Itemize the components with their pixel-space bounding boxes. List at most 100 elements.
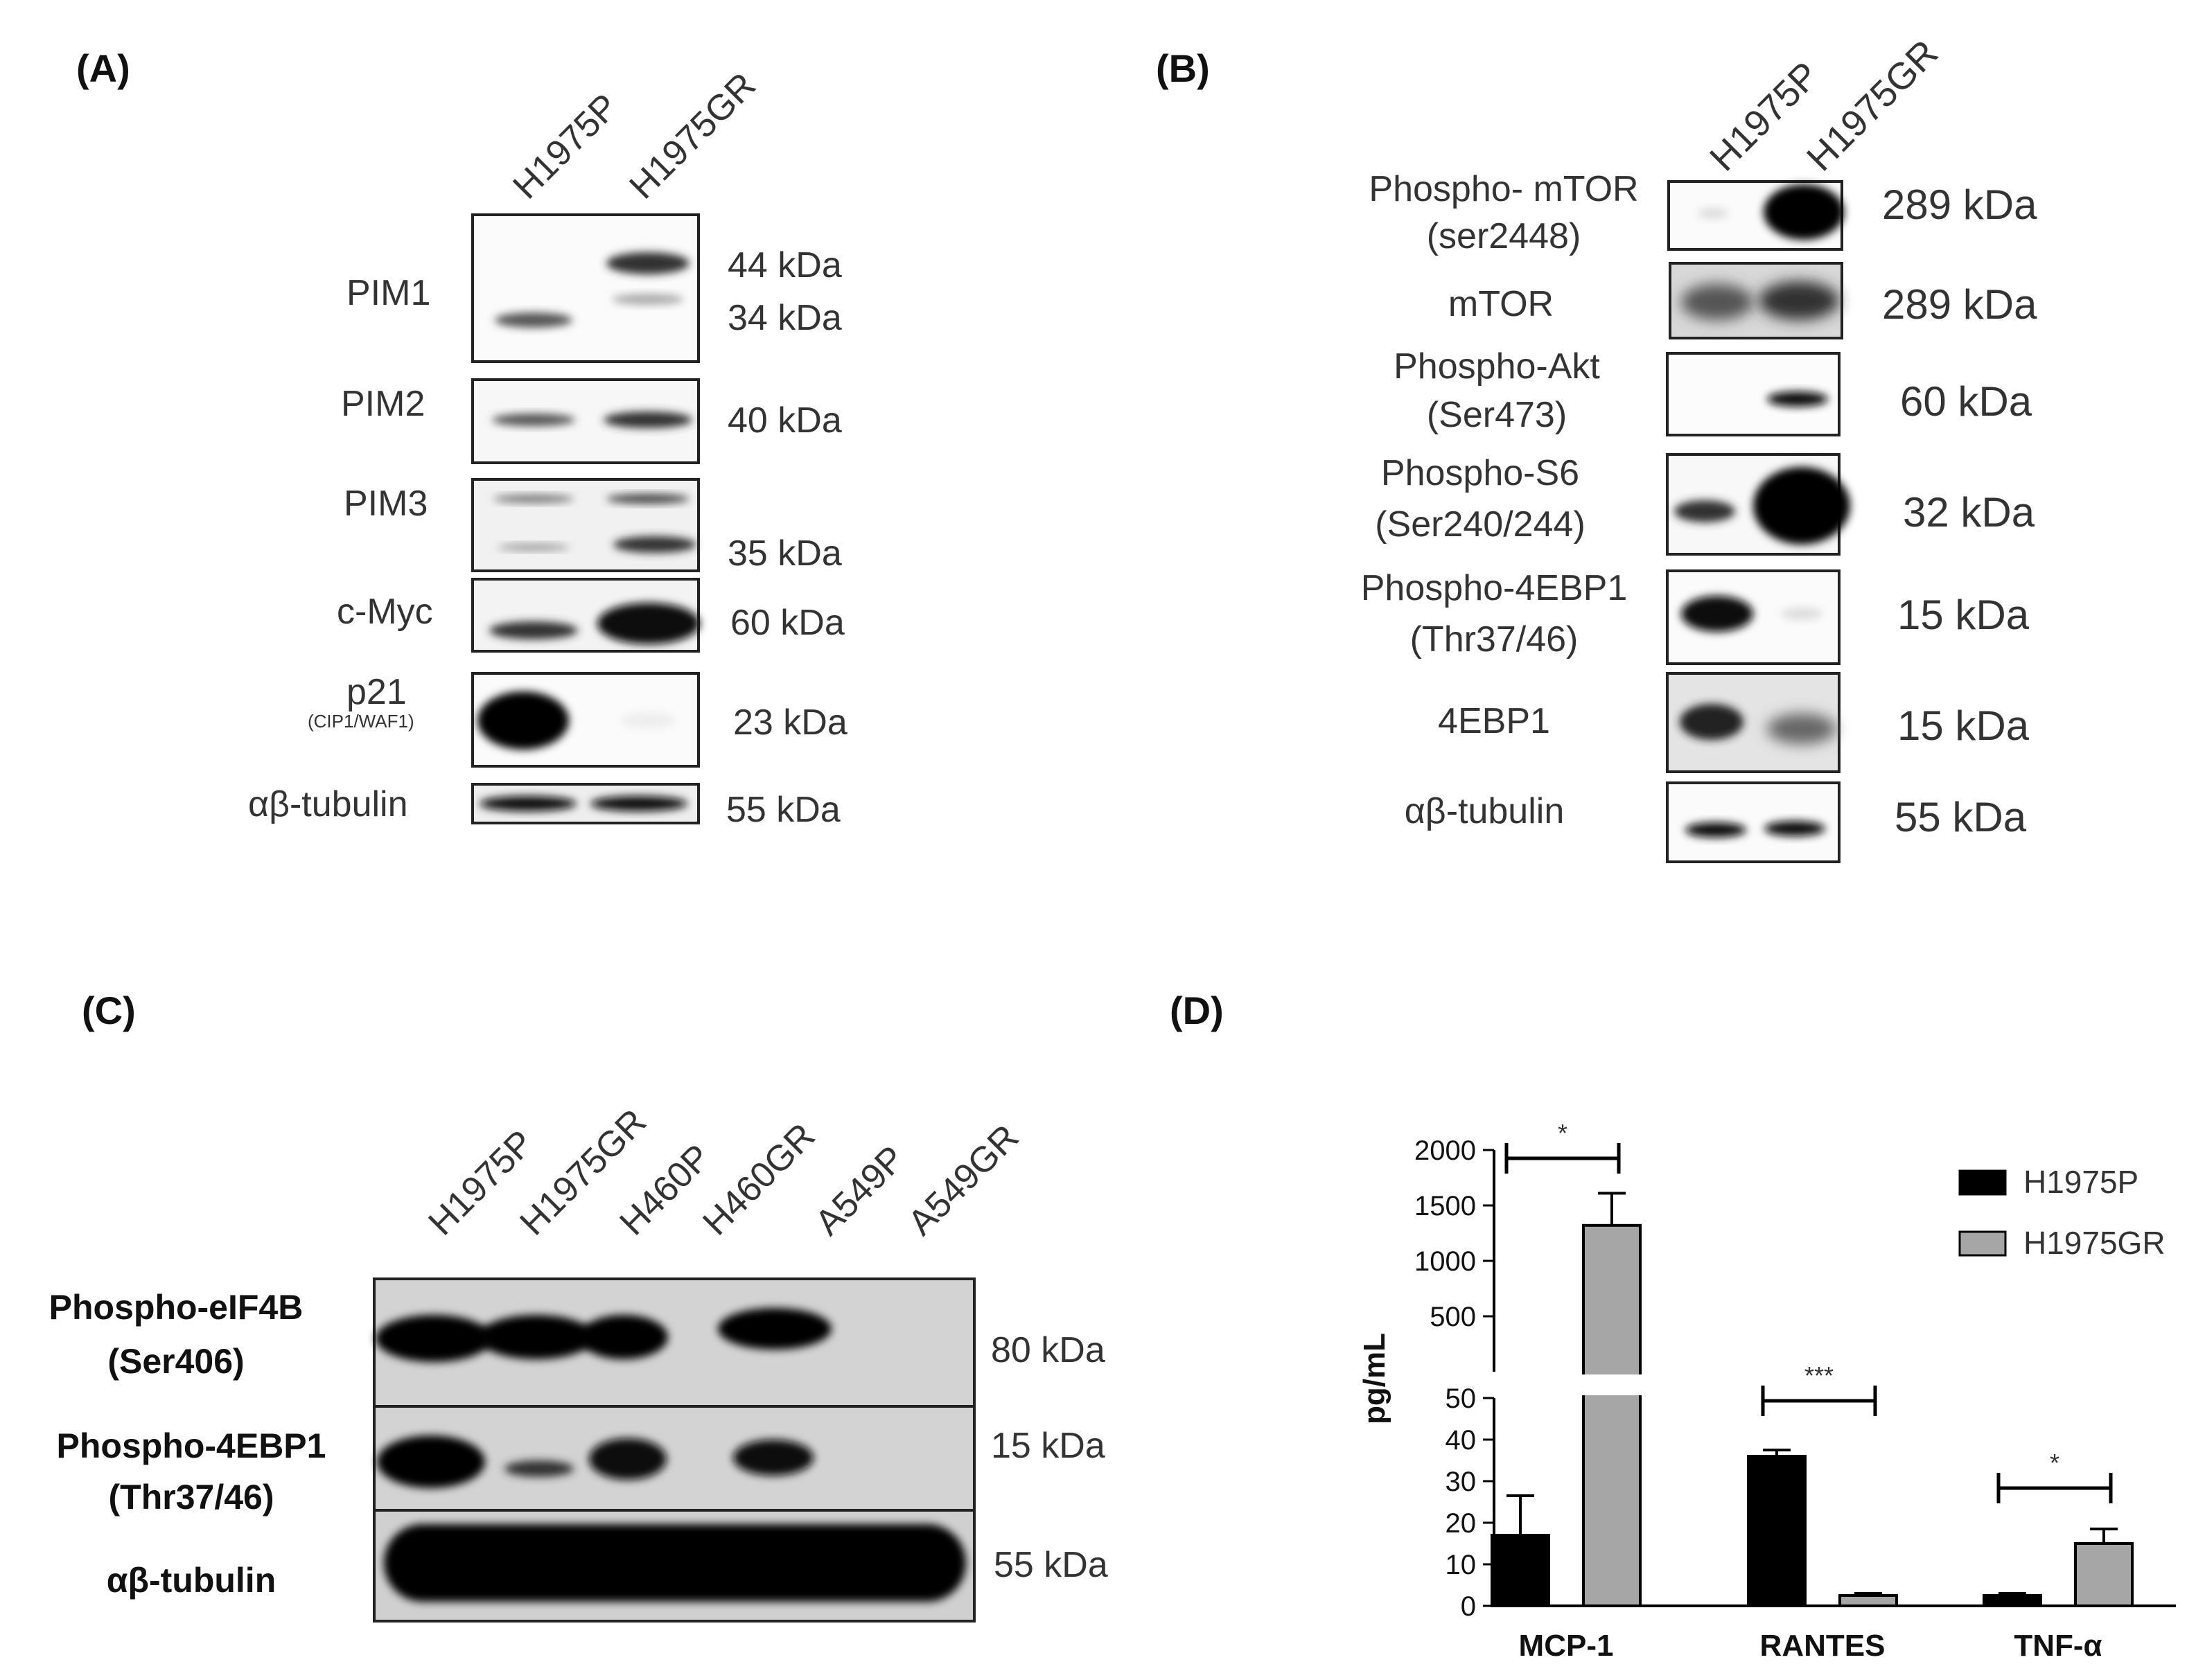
x-tick-label: MCP-1: [1519, 1629, 1614, 1663]
kda-mtor: 289 kDa: [1882, 281, 2037, 328]
panel-d-label: (D): [1170, 989, 1224, 1032]
blot-pim1: [471, 213, 700, 363]
kda-c-myc: 60 kDa: [730, 603, 845, 643]
blot-c-myc: [471, 578, 700, 653]
blot-label-phospho-akt-2: (Ser473): [1427, 395, 1567, 435]
blot-label-phospho-s6-1: Phospho-S6: [1381, 453, 1579, 493]
bar-H1975P-TNF-α: [1983, 1594, 2042, 1607]
panel-b: (B) H1975P H1975GR Phospho- mTOR (ser244…: [1156, 32, 2037, 863]
blot-label-phospho-eif4b-1: Phospho-eIF4B: [49, 1288, 304, 1327]
panel-a-lane-1: H1975P: [505, 87, 626, 207]
panel-c-lane-5: A549P: [807, 1138, 912, 1243]
y-axis-title: pg/mL: [1358, 1333, 1391, 1424]
blot-phospho-akt: [1666, 352, 1841, 436]
kda-phospho-4ebp1-c: 15 kDa: [991, 1426, 1105, 1466]
legend-label: H1975P: [2023, 1164, 2138, 1200]
panel-b-lane-1: H1975P: [1702, 54, 1827, 179]
y-tick-label: 2000: [1414, 1135, 1476, 1166]
bar-H1975GR-TNF-α: [2074, 1542, 2134, 1607]
blot-tubulin-b: [1666, 781, 1841, 863]
y-tick-label: 30: [1446, 1467, 1477, 1497]
y-tick-label: 50: [1446, 1383, 1477, 1414]
blot-pim3: [471, 478, 700, 572]
blot-label-phospho-s6-2: (Ser240/244): [1375, 504, 1585, 545]
panel-c: (C) H1975P H1975GR H460P H460GR A549P A5…: [49, 989, 1108, 1622]
blot-phospho-s6: [1666, 453, 1850, 556]
blot-label-phospho-4ebp1-c-2: (Thr37/46): [109, 1478, 274, 1517]
kda-phospho-4ebp1-b: 15 kDa: [1897, 592, 2030, 638]
blot-label-phospho-4ebp1-b-1: Phospho-4EBP1: [1361, 568, 1628, 608]
kda-4ebp1: 15 kDa: [1897, 702, 2030, 749]
blot-label-phospho-mtor-2: (ser2448): [1427, 216, 1581, 256]
legend-swatch: [1958, 1169, 2007, 1196]
blot-label-phospho-mtor-1: Phospho- mTOR: [1369, 169, 1638, 209]
kda-pim2: 40 kDa: [728, 400, 842, 441]
blot-phospho-eif4b: [373, 1277, 976, 1408]
y-tick-label: 1000: [1414, 1246, 1476, 1277]
y-tick-label: 20: [1446, 1508, 1477, 1539]
kda-tubulin-c: 55 kDa: [994, 1545, 1108, 1585]
panel-c-lane-6: A549GR: [900, 1117, 1026, 1243]
blot-phospho-4ebp1-b: [1666, 569, 1841, 665]
significance-marker: *: [1558, 1119, 1567, 1147]
blot-pim2: [471, 378, 700, 464]
blot-label-pim1: PIM1: [346, 273, 430, 313]
bar-H1975GR-MCP-1: [1582, 1223, 1642, 1608]
y-tick-label: 500: [1430, 1302, 1476, 1332]
x-tick-label: RANTES: [1760, 1629, 1886, 1663]
significance-marker: ***: [1804, 1361, 1834, 1390]
blot-phospho-mtor: [1667, 180, 1844, 251]
kda-pim3: 35 kDa: [728, 533, 842, 574]
panel-d: (D) 0 10 20 30 40 50 500 1000 1500 2000 pg/mL MCP-1…: [1170, 989, 2176, 1663]
blot-label-tubulin-b: αβ-tubulin: [1405, 791, 1565, 831]
panel-b-label: (B): [1156, 46, 1210, 90]
panel-a-lane-2: H1975GR: [622, 65, 764, 207]
legend-swatch: [1958, 1230, 2007, 1257]
bar-H1975GR-RANTES: [1838, 1594, 1898, 1607]
panel-c-label: (C): [82, 989, 136, 1032]
panel-c-lane-4: H460GR: [695, 1115, 823, 1243]
blot-label-tubulin-c: αβ-tubulin: [107, 1561, 276, 1600]
blot-4ebp1: [1666, 672, 1841, 773]
blot-label-phospho-akt-1: Phospho-Akt: [1394, 346, 1600, 387]
kda-pim1-34: 34 kDa: [728, 298, 842, 338]
kda-tubulin-b: 55 kDa: [1895, 794, 2027, 840]
kda-p21: 23 kDa: [733, 702, 847, 743]
kda-tubulin-a: 55 kDa: [726, 790, 841, 830]
blot-label-phospho-4ebp1-b-2: (Thr37/46): [1410, 619, 1579, 660]
kda-phospho-s6: 32 kDa: [1903, 489, 2035, 536]
blot-label-mtor: mTOR: [1448, 284, 1554, 324]
y-tick-label: 40: [1446, 1425, 1477, 1456]
axis-break-gap: [1480, 1374, 2173, 1395]
blot-label-c-myc: c-Myc: [337, 592, 433, 632]
y-tick-label: 10: [1446, 1550, 1477, 1580]
blot-label-phospho-eif4b-2: (Ser406): [107, 1342, 244, 1381]
blot-tubulin-c: [373, 1509, 976, 1622]
panel-b-lane-2: H1975GR: [1799, 32, 1946, 179]
significance-marker: *: [2050, 1449, 2059, 1477]
blot-p21: [471, 672, 700, 768]
blot-label-phospho-4ebp1-c-1: Phospho-4EBP1: [57, 1426, 326, 1465]
blot-tubulin-a: [471, 783, 700, 824]
blot-mtor: [1669, 262, 1843, 339]
legend-label: H1975GR: [2023, 1225, 2166, 1261]
kda-phospho-akt: 60 kDa: [1900, 378, 2032, 425]
kda-phospho-eif4b: 80 kDa: [991, 1330, 1105, 1370]
panel-a: (A) H1975P H1975GR PIM1 44 kDa 34 kDa PI…: [76, 46, 847, 830]
blot-label-p21: p21: [346, 672, 407, 712]
blot-label-4ebp1: 4EBP1: [1438, 701, 1550, 741]
panel-a-label: (A): [76, 46, 130, 90]
blot-label-tubulin-a: αβ-tubulin: [248, 784, 408, 824]
y-tick-label: 0: [1461, 1591, 1476, 1622]
blot-label-pim2: PIM2: [341, 384, 425, 424]
kda-phospho-mtor: 289 kDa: [1882, 182, 2037, 228]
x-tick-label: TNF-α: [2014, 1629, 2102, 1663]
blot-label-p21-sub: (CIP1/WAF1): [308, 711, 414, 732]
bar-H1975P-MCP-1: [1491, 1534, 1550, 1607]
blot-phospho-4ebp1-c: [373, 1405, 976, 1512]
bar-H1975P-RANTES: [1747, 1455, 1807, 1607]
blot-label-pim3: PIM3: [344, 484, 428, 524]
kda-pim1-44: 44 kDa: [728, 245, 842, 285]
y-tick-label: 1500: [1414, 1191, 1476, 1221]
